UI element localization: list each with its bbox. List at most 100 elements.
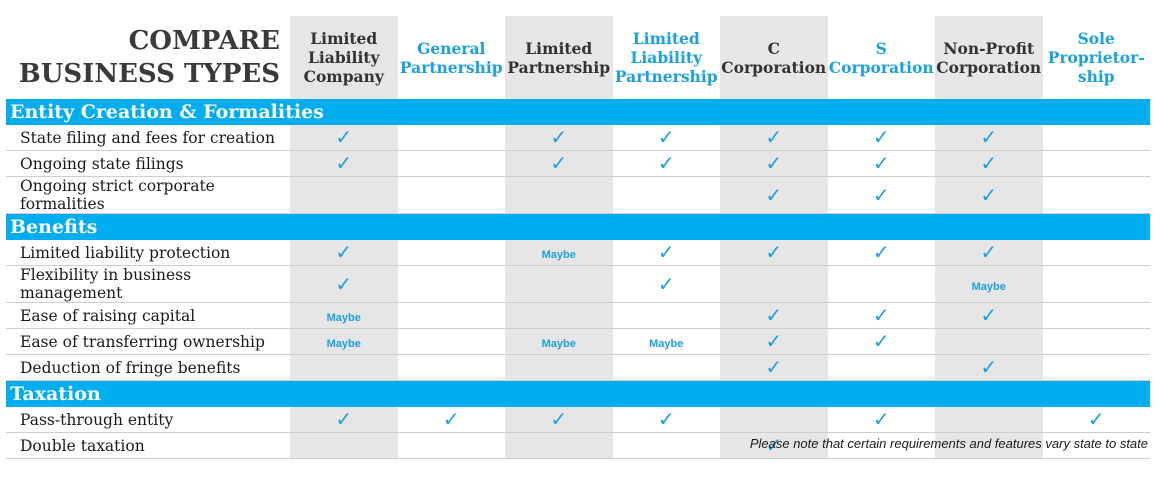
title-line-1: COMPARE (128, 25, 280, 56)
table-cell (397, 240, 505, 266)
section-title: Benefits (6, 213, 1150, 240)
table-cell: ✓ (612, 150, 720, 177)
table-cell: ✓ (827, 240, 935, 266)
table-cell: ✓ (612, 240, 720, 266)
table-cell: ✓ (935, 176, 1043, 214)
table-cell: ✓ (720, 354, 828, 381)
table-cell (505, 176, 613, 214)
checkmark-icon: ✓ (657, 125, 675, 149)
checkmark-icon: ✓ (980, 182, 998, 207)
comparison-table-container: COMPARE BUSINESS TYPES Limited Liability C… (6, 16, 1150, 459)
table-cell: Maybe (505, 240, 613, 266)
table-cell (1042, 432, 1150, 459)
checkmark-icon: ✓ (657, 240, 675, 264)
table-cell (1042, 265, 1150, 303)
checkmark-icon: ✓ (335, 240, 353, 264)
column-header: Limited Liability Partnership (612, 16, 720, 99)
table-cell: ✓ (935, 302, 1043, 329)
row-label: Limited liability protection (6, 240, 290, 266)
checkmark-icon: ✓ (765, 240, 783, 264)
table-cell (397, 265, 505, 303)
table-cell: ✓ (290, 125, 398, 151)
section-title: Entity Creation & Formalities (6, 99, 1150, 125)
table-cell (290, 432, 398, 459)
table-cell (397, 328, 505, 355)
column-header-line: S (875, 38, 887, 58)
footnote: Please note that certain requirements an… (749, 436, 1148, 451)
row-label: Pass-through entity (6, 407, 290, 433)
table-cell (397, 354, 505, 381)
table-cell: ✓ (720, 302, 828, 329)
column-header-line: Liability (308, 48, 380, 67)
row-label: Double taxation (6, 432, 290, 459)
table-cell (612, 302, 720, 329)
table-cell (1042, 302, 1150, 329)
table-row: Limited liability protection ✓ Maybe ✓ ✓ ✓ ✓ (6, 240, 1150, 266)
table-cell: ✓ (612, 265, 720, 303)
table-cell: ✓ (827, 407, 935, 433)
table-row: Pass-through entity ✓ ✓ ✓ ✓ ✓ ✓ (6, 407, 1150, 433)
table-cell (505, 354, 613, 381)
table-cell: Maybe (935, 265, 1043, 303)
table-row: Ease of raising capital Maybe ✓ ✓ ✓ (6, 302, 1150, 329)
table-cell: ✓ (935, 150, 1043, 177)
table-cell: ✓ (505, 407, 613, 433)
header-row: COMPARE BUSINESS TYPES Limited Liability C… (6, 16, 1150, 99)
section-header: Entity Creation & Formalities (6, 99, 1150, 125)
checkmark-icon: ✓ (657, 151, 675, 175)
maybe-label: Maybe (326, 312, 361, 324)
row-label: Ongoing state filings (6, 150, 290, 177)
table-cell (397, 150, 505, 177)
table-cell: ✓ (720, 150, 828, 177)
table-cell: ✓ (827, 176, 935, 214)
row-label: Flexibility in business management (6, 265, 290, 303)
column-header-line: Limited (525, 38, 593, 58)
maybe-label: Maybe (649, 338, 684, 350)
table-cell: ✓ (720, 125, 828, 151)
column-header-line: Company (303, 67, 384, 86)
maybe-label: Maybe (541, 338, 576, 350)
row-label: Ease of raising capital (6, 302, 290, 329)
checkmark-icon: ✓ (765, 182, 783, 207)
table-cell (1042, 354, 1150, 381)
table-cell: ✓ (290, 150, 398, 177)
checkmark-icon: ✓ (980, 125, 998, 149)
column-header: General Partnership (397, 16, 505, 99)
column-header: Non-Profit Corporation (935, 16, 1043, 99)
table-cell (935, 407, 1043, 433)
column-header-line: Partnership (507, 57, 611, 77)
table-cell (290, 354, 398, 381)
table-cell (935, 432, 1043, 459)
table-row: Ongoing state filings ✓ ✓ ✓ ✓ ✓ ✓ (6, 150, 1150, 177)
table-cell (827, 354, 935, 381)
table-cell (290, 176, 398, 214)
checkmark-icon: ✓ (335, 125, 353, 149)
checkmark-icon: ✓ (980, 303, 998, 327)
table-cell: Maybe (505, 328, 613, 355)
checkmark-icon: ✓ (335, 407, 353, 431)
column-header-line: Corporation (721, 57, 827, 77)
table-cell: ✓ (290, 265, 398, 303)
table-cell (935, 328, 1043, 355)
column-header-line: General (417, 38, 486, 58)
table-cell (397, 432, 505, 459)
table-row: Double taxation ✓ (6, 432, 1150, 459)
table-cell (827, 432, 935, 459)
row-label: Deduction of fringe benefits (6, 354, 290, 381)
table-row: Ease of transferring ownership Maybe Maybe… (6, 328, 1150, 355)
checkmark-icon: ✓ (872, 151, 890, 175)
checkmark-icon: ✓ (765, 303, 783, 327)
checkmark-icon: ✓ (872, 303, 890, 327)
checkmark-icon: ✓ (335, 271, 353, 296)
table-cell: Maybe (290, 302, 398, 329)
table-cell: Maybe (290, 328, 398, 355)
table-cell: ✓ (290, 240, 398, 266)
checkmark-icon: ✓ (550, 407, 568, 431)
checkmark-icon: ✓ (980, 151, 998, 175)
column-header: Limited Liability Company (290, 16, 398, 99)
column-header-line: Corporation (936, 57, 1042, 77)
table-cell (612, 432, 720, 459)
table-row: Ongoing strict corporate formalities ✓ ✓ ✓ (6, 176, 1150, 214)
table-cell: ✓ (1042, 407, 1150, 433)
column-header-line: Corporation (828, 57, 934, 77)
